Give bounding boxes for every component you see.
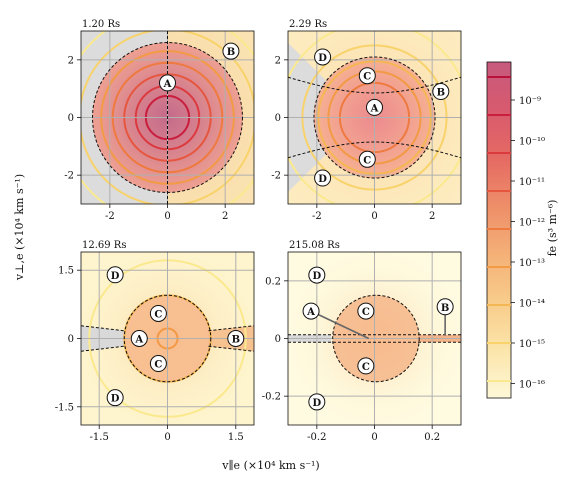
region-label-D: D xyxy=(111,394,120,405)
region-label-D: D xyxy=(111,271,120,282)
region-label-A: A xyxy=(306,307,315,318)
y-tick-label: -2 xyxy=(64,171,74,182)
label-pointer xyxy=(310,310,370,340)
chart-panel-1: -2 0 2 -2 0 2 1.20 Rs A B xyxy=(64,19,255,222)
region-label-D: D xyxy=(318,174,327,185)
region-label-A: A xyxy=(163,79,172,90)
colorbar-tick-label: 10⁻⁹ xyxy=(519,96,541,107)
region-label-D: D xyxy=(318,53,327,64)
region-label-circle xyxy=(314,48,332,66)
y-tick-label: -1.5 xyxy=(55,402,74,413)
region-label-circle xyxy=(130,330,148,347)
chart-panel-3: -1.5 0 1.5 -1.5 0 1.5 12.69 Rs A B C C D D xyxy=(55,240,255,443)
region-label-circle xyxy=(302,302,320,320)
colorbar-tick-label: 10⁻¹⁰ xyxy=(519,137,545,148)
region-label-circle xyxy=(357,302,375,320)
colorbar-ticks: 10⁻⁹ 10⁻¹⁰ 10⁻¹¹ 10⁻¹² 10⁻¹³ 10⁻¹⁴ 10⁻¹⁵ 10⁻¹⁶ xyxy=(511,96,545,391)
y-tick-label: 0.2 xyxy=(265,276,281,287)
core-boundary xyxy=(123,294,212,383)
region-label-C: C xyxy=(363,155,371,166)
region-label-C: C xyxy=(154,360,162,371)
x-tick-label: 0 xyxy=(164,432,170,443)
y-tick-label: 0 xyxy=(68,334,74,345)
region-label-A: A xyxy=(134,335,143,346)
x-tick-label: 0 xyxy=(164,211,170,222)
region-label-circle xyxy=(159,74,176,92)
colorbar-tick-label: 10⁻¹⁵ xyxy=(519,339,545,350)
region-label-C: C xyxy=(362,362,370,373)
x-axis-label: v∥e (×10⁴ km s⁻¹) xyxy=(221,459,319,472)
colorbar-tick-label: 10⁻¹² xyxy=(519,218,545,229)
panel-title: 1.20 Rs xyxy=(82,19,120,30)
region-label-circle xyxy=(436,298,454,316)
boundary-line xyxy=(208,325,254,332)
x-tick-label: 2 xyxy=(429,211,435,222)
y-tick-label: -0.2 xyxy=(262,392,281,403)
colorbar-label: fe (s³ m⁻⁶) xyxy=(546,200,559,257)
boundary-line xyxy=(208,345,254,352)
colorbar-level-lines xyxy=(487,76,511,382)
region-label-C: C xyxy=(362,307,370,318)
region-label-A: A xyxy=(370,103,379,114)
x-tick-label: 2 xyxy=(222,211,228,222)
region-label-B: B xyxy=(232,335,240,346)
colorbar-tick-label: 10⁻¹⁶ xyxy=(519,380,545,391)
y-axis-label: v⊥,e (×10⁴ km s⁻¹) xyxy=(13,174,26,281)
colorbar-tick-label: 10⁻¹³ xyxy=(519,258,545,269)
y-tick-label: 0 xyxy=(68,113,74,124)
x-tick-label: 1.5 xyxy=(228,432,244,443)
region-label-circle xyxy=(222,42,240,60)
region-label-circle xyxy=(432,83,450,101)
x-tick-label: -1.5 xyxy=(90,432,109,443)
x-tick-label: 0 xyxy=(371,432,377,443)
y-tick-label: 1.5 xyxy=(58,266,74,277)
core-boundary xyxy=(313,56,436,179)
core-boundary xyxy=(332,294,420,383)
boundary-curve xyxy=(288,141,461,159)
region-label-circle xyxy=(106,389,124,407)
boundary-curve xyxy=(288,76,461,94)
region-label-circle xyxy=(314,169,332,187)
region-label-C: C xyxy=(154,309,162,320)
colorbar-tick-label: 10⁻¹¹ xyxy=(519,177,545,188)
y-tick-label: 0 xyxy=(275,334,281,345)
x-tick-label: 0.2 xyxy=(424,432,440,443)
boundary-line xyxy=(81,325,125,332)
colorbar-tick-label: 10⁻¹⁴ xyxy=(519,299,545,310)
region-label-B: B xyxy=(227,47,235,58)
region-label-D: D xyxy=(312,398,321,409)
region-label-circle xyxy=(358,150,376,168)
x-tick-label: 0 xyxy=(371,211,377,222)
y-tick-label: 2 xyxy=(275,55,281,66)
x-tick-label: -0.2 xyxy=(307,432,326,443)
region-label-circle xyxy=(227,330,245,347)
region-label-D: D xyxy=(312,271,321,282)
panel-title: 2.29 Rs xyxy=(289,19,327,30)
region-label-circle xyxy=(366,98,383,116)
region-label-circle xyxy=(149,304,167,322)
region-label-circle xyxy=(358,67,376,85)
boundary-line xyxy=(81,345,125,352)
y-tick-label: -2 xyxy=(271,171,281,182)
chart-panel-4: -0.2 0 0.2 -0.2 0 0.2 215.08 Rs A B C C D D xyxy=(262,240,462,443)
region-label-B: B xyxy=(437,88,445,99)
y-tick-label: 2 xyxy=(68,55,74,66)
region-label-C: C xyxy=(363,72,371,83)
region-label-circle xyxy=(308,393,326,411)
panel-title: 12.69 Rs xyxy=(82,240,126,251)
y-tick-label: 0 xyxy=(275,113,281,124)
region-label-circle xyxy=(308,266,326,284)
colorbar: 10⁻⁹10⁻¹⁰10⁻¹¹10⁻¹²10⁻¹³10⁻¹⁴10⁻¹⁵10⁻¹⁶ … xyxy=(486,61,559,399)
x-tick-label: -2 xyxy=(312,211,322,222)
region-label-circle xyxy=(106,266,124,284)
region-label-B: B xyxy=(441,303,449,314)
region-label-circle xyxy=(357,357,375,375)
x-tick-label: -2 xyxy=(105,211,115,222)
region-label-circle xyxy=(149,355,167,373)
chart-panel-2: -2 0 2 -2 0 2 2.29 Rs A B C C D D xyxy=(271,19,462,222)
panel-title: 215.08 Rs xyxy=(289,240,340,251)
